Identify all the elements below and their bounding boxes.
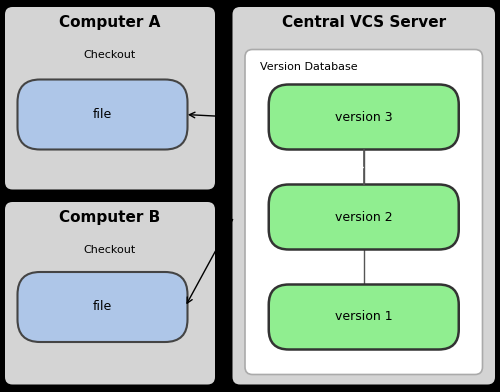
FancyBboxPatch shape [269, 185, 459, 249]
FancyBboxPatch shape [5, 202, 215, 385]
Text: version 1: version 1 [335, 310, 392, 323]
Text: Central VCS Server: Central VCS Server [282, 15, 446, 29]
Text: Computer A: Computer A [60, 15, 160, 29]
Text: version 3: version 3 [335, 111, 392, 123]
FancyBboxPatch shape [18, 80, 187, 149]
FancyBboxPatch shape [232, 7, 495, 385]
FancyBboxPatch shape [245, 49, 482, 374]
Text: Computer B: Computer B [60, 209, 160, 225]
Text: version 2: version 2 [335, 211, 392, 223]
Text: Checkout: Checkout [84, 49, 136, 60]
FancyBboxPatch shape [269, 285, 459, 350]
FancyBboxPatch shape [18, 272, 187, 342]
Text: file: file [93, 301, 112, 314]
Text: file: file [93, 108, 112, 121]
Text: Version Database: Version Database [260, 62, 358, 72]
FancyBboxPatch shape [269, 85, 459, 149]
Text: Checkout: Checkout [84, 245, 136, 254]
FancyBboxPatch shape [5, 7, 215, 189]
